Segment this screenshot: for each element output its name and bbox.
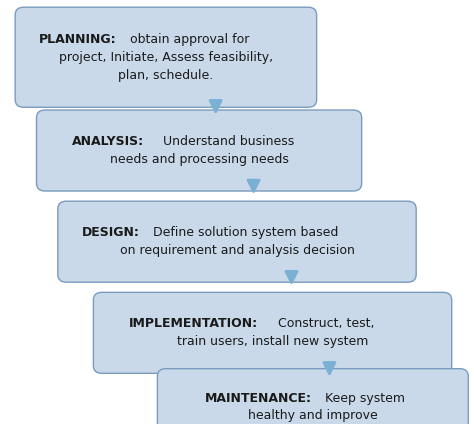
Text: ANALYSIS:: ANALYSIS: [72, 135, 144, 148]
Text: project, Initiate, Assess feasibility,: project, Initiate, Assess feasibility, [59, 51, 273, 64]
Text: healthy and improve: healthy and improve [248, 410, 378, 422]
Text: DESIGN:: DESIGN: [82, 226, 139, 239]
Text: PLANNING:: PLANNING: [38, 33, 116, 46]
FancyBboxPatch shape [157, 368, 468, 424]
Text: Understand business: Understand business [159, 135, 294, 148]
Text: needs and processing needs: needs and processing needs [109, 153, 289, 166]
FancyBboxPatch shape [93, 293, 452, 373]
Text: Keep system: Keep system [320, 392, 405, 404]
FancyBboxPatch shape [15, 7, 317, 107]
Text: train users, install new system: train users, install new system [177, 335, 368, 348]
FancyBboxPatch shape [58, 201, 416, 282]
Text: MAINTENANCE:: MAINTENANCE: [204, 392, 311, 404]
Text: Construct, test,: Construct, test, [274, 318, 374, 330]
FancyBboxPatch shape [36, 110, 362, 191]
Text: Define solution system based: Define solution system based [149, 226, 338, 239]
Text: IMPLEMENTATION:: IMPLEMENTATION: [128, 318, 258, 330]
Text: on requirement and analysis decision: on requirement and analysis decision [119, 244, 355, 257]
Text: obtain approval for: obtain approval for [126, 33, 249, 46]
Text: plan, schedule.: plan, schedule. [118, 69, 213, 81]
